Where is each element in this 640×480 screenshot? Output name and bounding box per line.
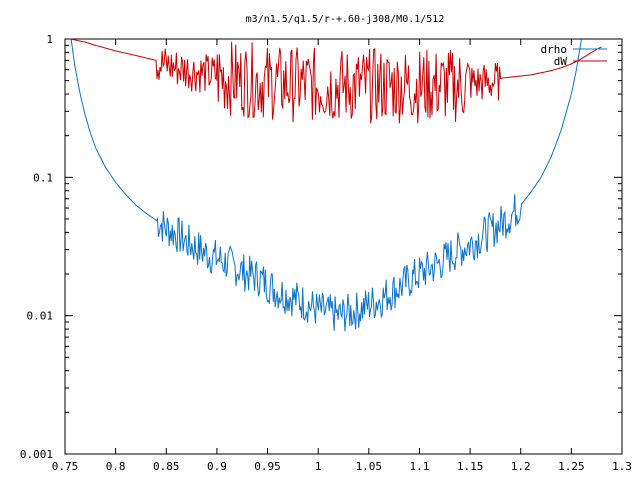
x-tick-label: 0.75: [52, 460, 79, 473]
y-tick-label: 1: [46, 33, 53, 46]
chart-title: m3/n1.5/q1.5/r-+.60-j308/M0.1/512: [246, 14, 445, 25]
x-tick-label: 0.85: [153, 460, 180, 473]
series-line-dw: [70, 38, 602, 124]
y-tick-label: 0.1: [33, 171, 53, 184]
x-tick-label: 1.15: [457, 460, 484, 473]
x-tick-label: 1: [315, 460, 322, 473]
legend-label-dw: dW: [554, 55, 568, 68]
x-tick-label: 1.2: [511, 460, 531, 473]
x-tick-label: 0.9: [207, 460, 227, 473]
x-tick-label: 0.8: [106, 460, 126, 473]
x-tick-label: 1.3: [612, 460, 632, 473]
y-tick-label: 0.01: [27, 310, 54, 323]
legend-label-drho: drho: [541, 43, 568, 56]
series-line-drho: [70, 38, 582, 332]
series-group: [70, 38, 602, 332]
axis-ticks: 0.75 0.8 0.85 0.9 0.95 1 1.05 1.1 1.15 1.2 1.25 1.3…: [20, 33, 632, 473]
x-tick-label: 1.1: [410, 460, 430, 473]
x-tick-label: 1.25: [558, 460, 585, 473]
x-tick-label: 1.05: [356, 460, 383, 473]
x-tick-label: 0.95: [254, 460, 281, 473]
plot-frame: [64, 38, 623, 455]
y-tick-label: 0.001: [20, 448, 53, 461]
